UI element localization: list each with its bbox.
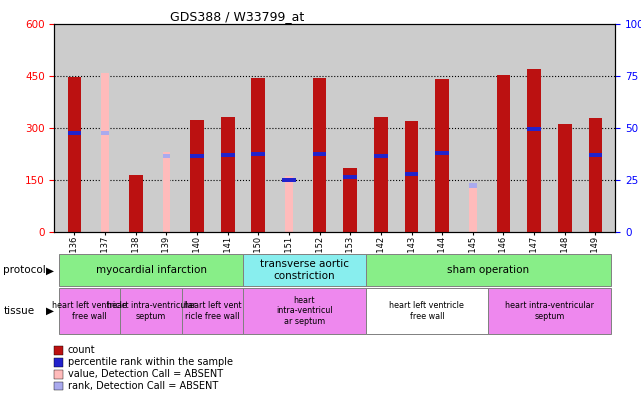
Bar [190, 154, 204, 158]
Bar [243, 288, 365, 334]
Text: transverse aortic
constriction: transverse aortic constriction [260, 259, 349, 281]
Bar [469, 186, 477, 232]
Bar [190, 120, 204, 232]
Bar [121, 288, 181, 334]
Bar [251, 78, 265, 232]
Text: heart left vent
ricle free wall: heart left vent ricle free wall [183, 301, 241, 320]
Bar [67, 131, 81, 135]
Text: heart intra-ventricular
septum: heart intra-ventricular septum [505, 301, 594, 320]
Text: heart left ventricle
free wall: heart left ventricle free wall [53, 301, 127, 320]
Text: protocol: protocol [3, 265, 46, 275]
Text: myocardial infarction: myocardial infarction [96, 265, 206, 275]
Text: heart left ventricle
free wall: heart left ventricle free wall [390, 301, 464, 320]
Bar [497, 75, 510, 232]
Bar [365, 288, 488, 334]
Bar [181, 288, 243, 334]
Bar [313, 78, 326, 232]
Bar [101, 73, 109, 232]
Bar [285, 177, 293, 182]
Bar [435, 150, 449, 155]
Bar [404, 172, 419, 176]
Text: heart
intra-ventricul
ar septum: heart intra-ventricul ar septum [276, 296, 333, 326]
Bar [558, 124, 572, 232]
Text: GDS388 / W33799_at: GDS388 / W33799_at [170, 10, 304, 23]
Text: rank, Detection Call = ABSENT: rank, Detection Call = ABSENT [68, 381, 218, 391]
Bar [469, 183, 477, 188]
Bar [528, 127, 541, 131]
Bar [365, 254, 611, 286]
Bar [59, 288, 121, 334]
Bar [59, 254, 243, 286]
Bar [488, 288, 611, 334]
Bar [129, 175, 142, 232]
Bar [588, 118, 603, 232]
Bar [243, 254, 365, 286]
Bar [344, 175, 357, 179]
Bar [282, 177, 296, 182]
Bar [374, 117, 388, 232]
Bar [313, 152, 326, 156]
Bar [344, 168, 357, 232]
Bar [528, 69, 541, 232]
Text: heart intra-ventricular
septum: heart intra-ventricular septum [106, 301, 196, 320]
Bar [163, 152, 170, 232]
Bar [67, 78, 81, 232]
Bar [435, 79, 449, 232]
Text: sham operation: sham operation [447, 265, 529, 275]
Bar [285, 175, 293, 232]
Text: tissue: tissue [3, 306, 35, 316]
Bar [374, 154, 388, 158]
Bar [163, 154, 170, 158]
Text: ▶: ▶ [46, 306, 54, 316]
Bar [221, 153, 235, 157]
Text: percentile rank within the sample: percentile rank within the sample [68, 357, 233, 367]
Text: ▶: ▶ [46, 265, 54, 275]
Bar [404, 122, 419, 232]
Bar [251, 152, 265, 156]
Bar [101, 131, 109, 135]
Bar [221, 117, 235, 232]
Text: value, Detection Call = ABSENT: value, Detection Call = ABSENT [68, 369, 223, 379]
Bar [588, 153, 603, 158]
Text: count: count [68, 345, 96, 356]
